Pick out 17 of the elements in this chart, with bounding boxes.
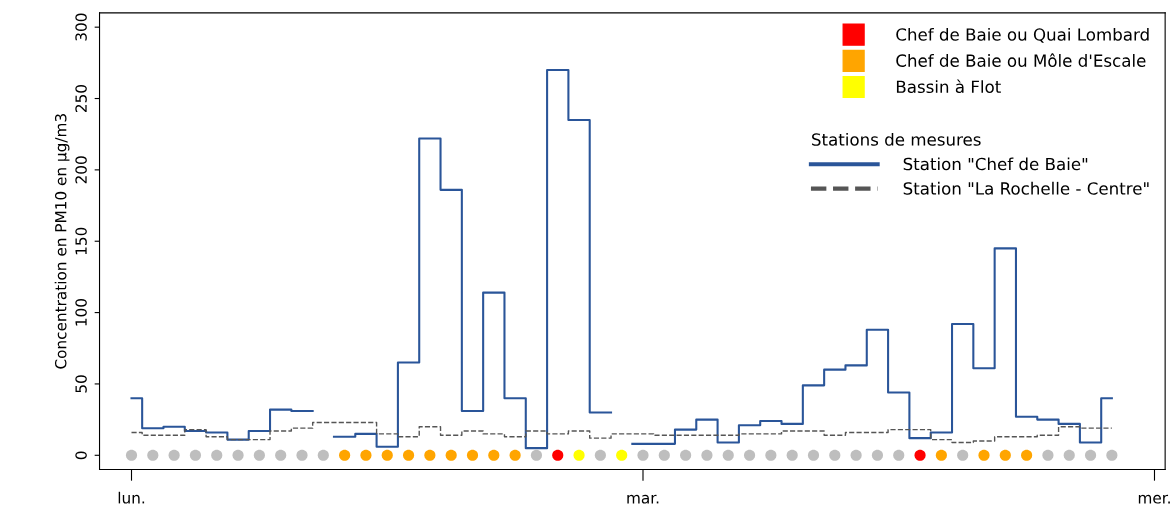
y-tick-label: 100 xyxy=(75,299,87,326)
y-tick-label: 300 xyxy=(75,13,87,41)
legend-label: Bassin à Flot xyxy=(896,79,1001,94)
x-tick-label: mer. xyxy=(1138,494,1170,504)
y-axis-title: Concentration en PM10 en µg/m3 xyxy=(54,114,70,369)
legend-label: Chef de Baie ou Quai Lombard xyxy=(896,27,1149,43)
legend-title: Stations de mesures xyxy=(812,132,981,146)
y-tick-label: 0 xyxy=(75,451,87,460)
x-tick-label: lun. xyxy=(118,491,145,504)
y-tick-label: 150 xyxy=(75,227,87,255)
x-tick-label: mar. xyxy=(627,494,659,504)
legend-label: Chef de Baie ou Môle d'Escale xyxy=(896,53,1146,67)
y-tick-label: 50 xyxy=(75,375,87,393)
legend-label: Station "Chef de Baie" xyxy=(903,157,1088,171)
legend-label: Station "La Rochelle - Centre" xyxy=(903,181,1149,195)
y-tick-label: 200 xyxy=(75,156,87,184)
y-tick-label: 250 xyxy=(75,84,87,112)
